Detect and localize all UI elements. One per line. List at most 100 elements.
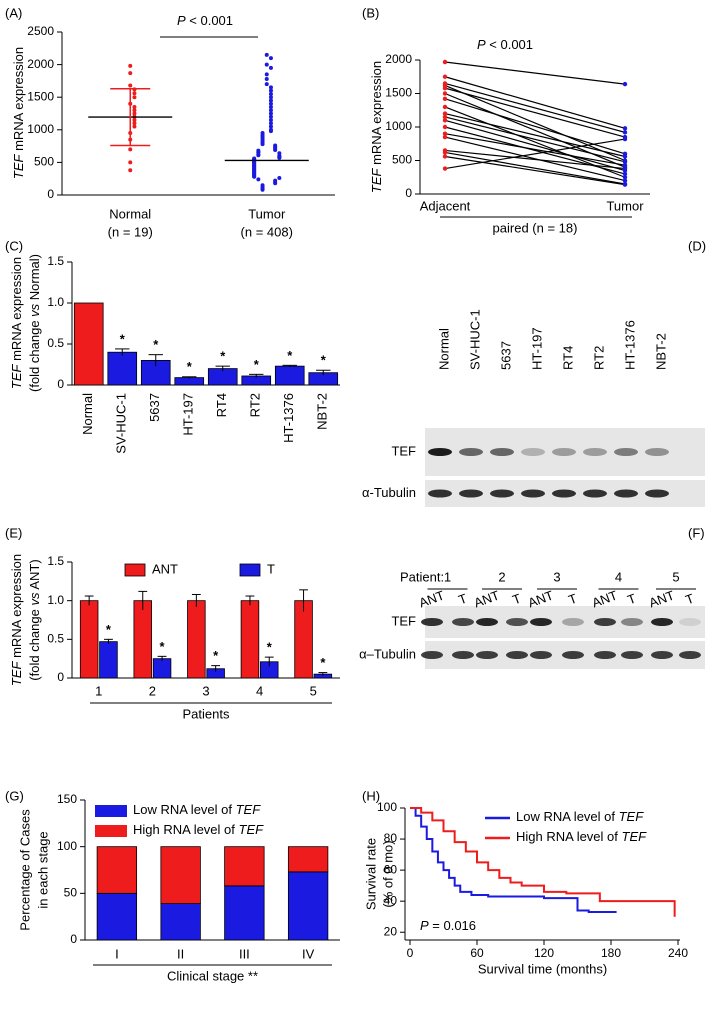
x-axis-label: Clinical stage ** (167, 968, 258, 983)
data-point (622, 178, 628, 183)
panel-label: (A) (5, 5, 22, 20)
blot-band (459, 448, 483, 456)
data-point (622, 182, 628, 187)
legend-label: High RNA level of TEF (133, 822, 264, 837)
pair-line (444, 61, 626, 85)
data-point (622, 175, 628, 180)
pair-line (444, 155, 626, 186)
pair-line (444, 113, 626, 158)
significance-star: * (220, 349, 226, 364)
y-tick-label: 0.5 (47, 632, 64, 646)
y-tick-label: 1000 (27, 122, 54, 136)
blot-band (521, 489, 545, 498)
blot-band (490, 448, 514, 456)
x-tick-label: 5637 (147, 393, 162, 422)
category-note: (n = 19) (108, 224, 153, 239)
data-point (268, 88, 273, 93)
bar (187, 600, 206, 679)
legend-part: Low RNA level of (516, 809, 619, 824)
data-point (268, 111, 273, 116)
y-axis-label: in each stage (35, 831, 50, 908)
x-tick-label: II (177, 946, 184, 961)
data-point (442, 150, 448, 155)
blot-band (530, 618, 552, 626)
blot-band (645, 448, 669, 456)
y-tick-label: 1.0 (47, 295, 64, 309)
panel-label: (E) (5, 525, 22, 540)
y-label-part: ANT) (27, 559, 42, 592)
y-label-part: mRNA expression (369, 61, 384, 169)
bar-segment (96, 892, 138, 941)
y-tick-label: 1500 (385, 86, 412, 100)
blot-band (621, 651, 643, 659)
y-tick-label: 2500 (27, 24, 54, 38)
y-tick-label: 1.5 (47, 254, 64, 268)
pair-line (444, 119, 626, 172)
p-part: < 0.001 (486, 37, 533, 52)
y-tick-label: 2000 (27, 57, 54, 71)
bar (107, 351, 138, 386)
legend-part: High RNA level of (133, 822, 239, 837)
blot-band (583, 489, 607, 498)
data-point (260, 142, 265, 147)
data-point (268, 114, 273, 119)
data-point (132, 121, 137, 126)
p-part: P (477, 37, 486, 52)
pair-line (444, 82, 626, 133)
y-tick-label: 1.5 (47, 554, 64, 568)
y-label-part: TEF (369, 167, 384, 193)
legend-label: Low RNA level of TEF (516, 809, 644, 824)
legend-swatch (124, 563, 146, 577)
data-point (132, 111, 137, 116)
data-point (268, 124, 273, 129)
x-tick-label: 3 (202, 683, 209, 698)
blot-band (679, 651, 701, 659)
bar (79, 600, 99, 679)
data-point (622, 136, 628, 142)
significance-star: * (254, 357, 260, 372)
blot-band (562, 651, 584, 659)
bar (294, 600, 313, 679)
survival-curve (410, 807, 676, 917)
blot-band (428, 489, 452, 498)
significance-star: * (320, 655, 326, 670)
blot-band (452, 618, 474, 626)
blot-band (476, 651, 498, 659)
data-point (132, 124, 137, 129)
lane-label: T (683, 591, 696, 608)
data-point (132, 118, 137, 123)
lane-label: RT4 (560, 346, 575, 370)
significance-star: * (106, 622, 112, 637)
y-axis-label: TEF mRNA expression (369, 61, 384, 193)
legend-label: ANT (152, 561, 178, 576)
lane-label: NBT-2 (653, 333, 668, 370)
y-tick-label: 100 (377, 800, 397, 814)
pair-line (444, 149, 626, 170)
y-label-part: vs (27, 592, 42, 606)
y-tick-label: 500 (34, 155, 54, 169)
significance-star: * (120, 331, 126, 346)
y-label-part: Normal) (27, 254, 42, 304)
x-tick-label: Adjacent (420, 198, 471, 213)
x-tick-label: NBT-2 (315, 393, 330, 430)
blot-band (651, 651, 673, 659)
data-point (264, 62, 269, 67)
significance-star: * (153, 337, 159, 352)
y-tick-label: 0 (70, 932, 77, 946)
data-point (132, 108, 137, 113)
lane-label: T (510, 591, 523, 608)
lane-label: SV-HUC-1 (467, 309, 482, 370)
y-axis-label: TEF mRNA expression (11, 47, 26, 179)
patient-label: 1 (444, 569, 451, 584)
x-tick-label: 240 (668, 946, 688, 960)
blot-band (452, 651, 474, 659)
blot-band (506, 618, 528, 626)
data-point (268, 104, 273, 109)
y-tick-label: 2000 (385, 52, 412, 66)
lane-label: T (456, 591, 469, 608)
panel-label: (B) (362, 5, 379, 20)
blot-row-label: α-Tubulin (362, 485, 416, 500)
data-point (268, 91, 273, 96)
y-axis-label: TEF mRNA expression (9, 554, 24, 686)
